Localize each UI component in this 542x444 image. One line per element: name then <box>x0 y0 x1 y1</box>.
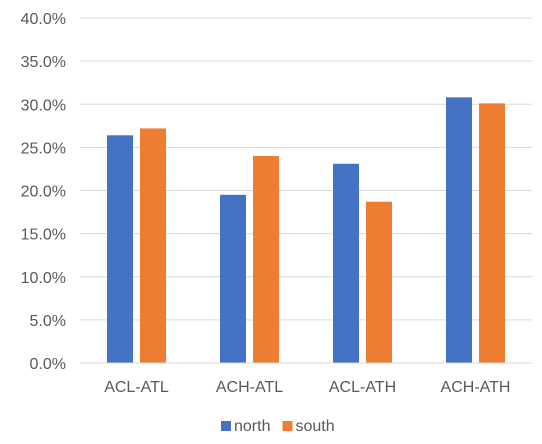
x-category-label: ACH-ATH <box>441 379 511 396</box>
y-tick-label: 0.0% <box>30 356 66 373</box>
bar-south-ach-atl <box>253 156 279 363</box>
y-tick-label: 5.0% <box>30 313 66 330</box>
bar-north-acl-atl <box>107 135 133 363</box>
legend-swatch-south <box>282 421 293 431</box>
x-axis-categories: ACL-ATL ACH-ATL ACL-ATH ACH-ATH <box>104 379 510 396</box>
y-axis-ticks: 0.0% 5.0% 10.0% 15.0% 20.0% 25.0% 30.0% 35.0% 40… <box>21 11 66 373</box>
bars <box>80 97 532 364</box>
bar-south-acl-ath <box>366 201 392 363</box>
legend: north south <box>221 418 335 435</box>
x-category-label: ACL-ATL <box>104 379 169 396</box>
y-tick-label: 30.0% <box>21 97 66 114</box>
x-category-label: ACH-ATL <box>216 379 283 396</box>
y-tick-label: 15.0% <box>21 227 66 244</box>
y-tick-label: 25.0% <box>21 140 66 157</box>
bar-north-ach-atl <box>220 194 246 363</box>
bar-south-ach-ath <box>479 103 505 363</box>
legend-label-south: south <box>295 418 334 435</box>
x-category-label: ACL-ATH <box>329 379 396 396</box>
bar-north-acl-ath <box>333 163 359 363</box>
y-tick-label: 35.0% <box>21 54 66 71</box>
y-tick-label: 40.0% <box>21 11 66 28</box>
y-tick-label: 10.0% <box>21 270 66 287</box>
bar-south-acl-atl <box>140 128 166 363</box>
legend-label-north: north <box>234 418 270 435</box>
y-tick-label: 20.0% <box>21 184 66 201</box>
bar-north-ach-ath <box>446 97 472 363</box>
legend-swatch-north <box>221 421 231 431</box>
